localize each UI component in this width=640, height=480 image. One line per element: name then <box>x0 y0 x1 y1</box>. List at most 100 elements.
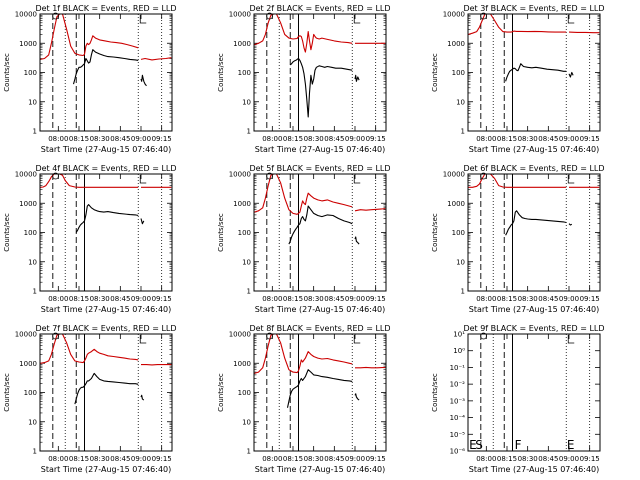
series-lld-line <box>354 208 386 212</box>
x-tick-label: 08:00 <box>476 135 496 143</box>
x-tick-label: 08:30 <box>518 295 538 303</box>
plot-frame <box>467 13 601 132</box>
detector-panel-2: Det 2f BLACK = Events, RED = LLD Counts/s… <box>217 4 391 154</box>
x-tick-label: 08:45 <box>538 295 558 303</box>
y-tick-label: 1000 <box>447 40 465 48</box>
y-tick-label: 1000 <box>19 360 37 368</box>
series-events-line <box>354 74 360 82</box>
series-events-line <box>354 236 360 245</box>
series-events-line <box>140 394 145 401</box>
x-tick-label: 09:00 <box>345 135 365 143</box>
y-tick-label: 100 <box>24 229 37 237</box>
y-tick-label: 1000 <box>19 200 37 208</box>
series-group <box>254 174 386 245</box>
y-tick-label: 100 <box>24 389 37 397</box>
series-lld-line <box>568 31 600 34</box>
x-tick-label: 08:30 <box>304 455 324 463</box>
y-tick-label: 10 <box>242 98 251 106</box>
x-tick-label: 08:15 <box>69 135 89 143</box>
y-tick-label: 10 <box>242 258 251 266</box>
plot-frame <box>467 333 601 452</box>
y-tick-label: 10000 <box>443 11 465 19</box>
y-tick-label: 10⁻⁴ <box>450 414 466 422</box>
series-events-line <box>75 204 139 233</box>
detector-panel-3: Det 3f BLACK = Events, RED = LLD Counts/s… <box>431 4 605 154</box>
panel-title: Det 8f BLACK = Events, RED = LLD <box>249 324 390 333</box>
x-axis-label: Start Time (27-Aug-15 07:46:40) <box>469 305 600 314</box>
panel-title: Det 3f BLACK = Events, RED = LLD <box>463 4 604 13</box>
x-tick-label: 09:00 <box>131 135 151 143</box>
y-tick-label: 10000 <box>15 171 37 179</box>
y-tick-label: 10 <box>456 258 465 266</box>
y-tick-label: 1000 <box>233 200 251 208</box>
x-tick-label: 08:00 <box>48 135 68 143</box>
series-lld-line <box>40 14 139 60</box>
x-tick-label: 08:15 <box>69 295 89 303</box>
series-events-line <box>505 210 567 236</box>
series-events-line <box>568 71 574 78</box>
x-tick-label: 09:15 <box>152 455 172 463</box>
x-tick-label: 08:15 <box>283 455 303 463</box>
series-group <box>40 14 172 87</box>
panel-title: Det 5f BLACK = Events, RED = LLD <box>249 164 390 173</box>
y-tick-label: 1000 <box>19 40 37 48</box>
detector-panel-6: Det 6f BLACK = Events, RED = LLD Counts/s… <box>431 164 605 314</box>
y-tick-label: 10 <box>28 418 37 426</box>
x-tick-label: 08:00 <box>48 455 68 463</box>
y-axis-label: Counts/sec <box>3 373 11 412</box>
x-tick-label: 08:30 <box>304 135 324 143</box>
x-axis-label: Start Time (27-Aug-15 07:46:40) <box>255 145 386 154</box>
x-tick-label: 08:15 <box>497 135 517 143</box>
y-tick-label: 10⁻⁵ <box>450 431 466 439</box>
series-events-line <box>289 57 353 118</box>
circle-mark <box>52 332 59 340</box>
circle-mark <box>52 12 59 20</box>
detector-panel-1: Det 1f BLACK = Events, RED = LLD Counts/s… <box>3 4 177 154</box>
x-axis-label: Start Time (27-Aug-15 07:46:40) <box>469 145 600 154</box>
y-tick-label: 100 <box>238 389 251 397</box>
y-tick-label: 1 <box>33 288 37 296</box>
y-axis-label: Counts/sec <box>217 53 225 92</box>
x-axis-label: Start Time (27-Aug-15 07:46:40) <box>41 305 172 314</box>
x-tick-label: 08:45 <box>324 135 344 143</box>
detector-panel-8: Det 8f BLACK = Events, RED = LLD Counts/s… <box>217 324 391 474</box>
x-tick-label: 09:15 <box>152 295 172 303</box>
y-tick-label: 1 <box>247 288 251 296</box>
y-axis-label: Counts/sec <box>217 373 225 412</box>
y-tick-label: 10000 <box>443 171 465 179</box>
y-tick-label: 10⁰ <box>453 347 465 355</box>
x-tick-label: 09:15 <box>366 295 386 303</box>
plot-frame <box>467 173 601 292</box>
y-tick-label: 10000 <box>229 331 251 339</box>
series-lld-line <box>468 174 567 188</box>
x-axis-label: Start Time (27-Aug-15 07:46:40) <box>41 465 172 474</box>
x-tick-label: 09:00 <box>131 295 151 303</box>
flag-mark <box>139 335 147 344</box>
x-tick-label: 08:45 <box>324 455 344 463</box>
plot-frame <box>253 333 387 452</box>
y-tick-label: 1 <box>247 128 251 136</box>
y-tick-label: 1 <box>461 128 465 136</box>
series-events-line <box>140 218 145 225</box>
series-group <box>40 334 172 405</box>
circle-mark <box>266 332 273 340</box>
panel-title: Det 7f BLACK = Events, RED = LLD <box>35 324 176 333</box>
y-tick-label: 10000 <box>229 11 251 19</box>
series-lld-line <box>40 334 139 364</box>
series-group <box>254 14 386 118</box>
series-events-line <box>74 372 139 405</box>
plot-frame <box>253 13 387 132</box>
y-tick-label: 1 <box>33 128 37 136</box>
y-axis-label: Counts/sec <box>431 373 439 412</box>
circle-mark <box>266 172 273 180</box>
series-events-line <box>72 49 139 85</box>
x-tick-label: 08:30 <box>90 135 110 143</box>
flag-mark <box>567 175 575 184</box>
flag-mark <box>139 15 147 24</box>
flag-mark <box>567 335 575 344</box>
y-axis-label: Counts/sec <box>217 213 225 252</box>
x-tick-label: 08:00 <box>476 455 496 463</box>
series-lld-line <box>40 174 139 188</box>
